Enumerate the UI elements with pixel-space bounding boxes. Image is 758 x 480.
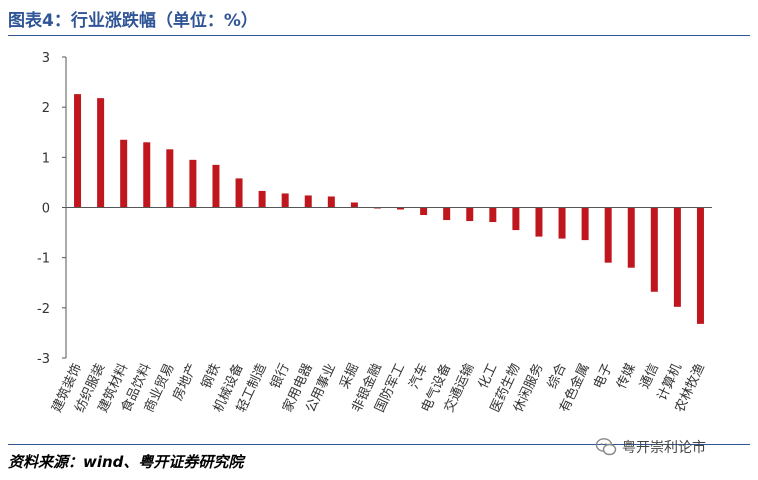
bar-11 <box>327 196 335 208</box>
x-category-label: 汽车 <box>406 361 431 391</box>
bar-6 <box>212 164 220 208</box>
title-divider <box>8 35 750 36</box>
bar-7 <box>235 178 243 208</box>
bar-26 <box>673 207 681 307</box>
wechat-icon <box>595 438 617 456</box>
bar-27 <box>696 207 704 324</box>
chart-title: 图表4：行业涨跌幅（单位：%） <box>8 11 258 31</box>
y-tick-label: 2 <box>42 101 50 116</box>
bar-21 <box>558 207 566 239</box>
bar-1 <box>97 98 105 208</box>
x-category-label: 传媒 <box>614 361 639 391</box>
y-tick-label: 3 <box>42 51 50 66</box>
bar-18 <box>489 207 497 223</box>
bar-3 <box>143 142 151 208</box>
x-category-label: 采掘 <box>337 361 362 391</box>
x-category-label: 通信 <box>637 361 662 391</box>
x-category-label: 化工 <box>476 361 501 391</box>
watermark-text: 粤开崇利论市 <box>622 440 706 456</box>
bar-24 <box>627 207 635 268</box>
bar-25 <box>650 207 658 292</box>
bar-15 <box>420 207 428 216</box>
y-axis-ticks: 3 2 1 0 -1 -2 -3 <box>37 51 66 367</box>
bar-10 <box>304 195 312 208</box>
y-tick-label: -3 <box>37 352 50 367</box>
bar-23 <box>604 207 612 263</box>
bar-14 <box>397 207 405 210</box>
bar-22 <box>581 207 589 241</box>
bar-2 <box>120 139 128 208</box>
bar-20 <box>535 207 543 237</box>
bar-17 <box>466 207 474 222</box>
y-tick-label: -2 <box>37 302 50 317</box>
x-category-label: 银行 <box>268 361 293 391</box>
bar-8 <box>258 190 266 208</box>
x-category-label: 钢铁 <box>199 361 224 391</box>
bar-5 <box>189 159 197 208</box>
bar-9 <box>281 193 289 208</box>
category-labels: 建筑装饰纺织服装建筑材料食品饮料商业贸易房地产钢铁机械设备轻工制造银行家用电器公… <box>49 361 708 415</box>
x-category-label: 综合 <box>545 361 570 391</box>
watermark: 粤开崇利论市 <box>595 436 706 458</box>
source-note: 资料来源：wind、粤开证券研究院 <box>8 453 244 471</box>
bar-4 <box>166 149 174 208</box>
bar-19 <box>512 207 520 231</box>
bar-16 <box>443 207 451 221</box>
y-tick-label: 0 <box>42 202 50 217</box>
bar-chart: 3 2 1 0 -1 -2 -3 建筑装饰纺织服装建筑材料食品饮料商业贸易房地产钢铁机械设备… <box>37 51 712 415</box>
bar-12 <box>350 202 358 208</box>
x-category-label: 电子 <box>591 361 616 391</box>
y-tick-label: -1 <box>37 252 50 267</box>
footer-divider <box>8 444 750 445</box>
y-tick-label: 1 <box>42 151 50 166</box>
bars <box>74 94 704 324</box>
bar-0 <box>74 94 82 208</box>
